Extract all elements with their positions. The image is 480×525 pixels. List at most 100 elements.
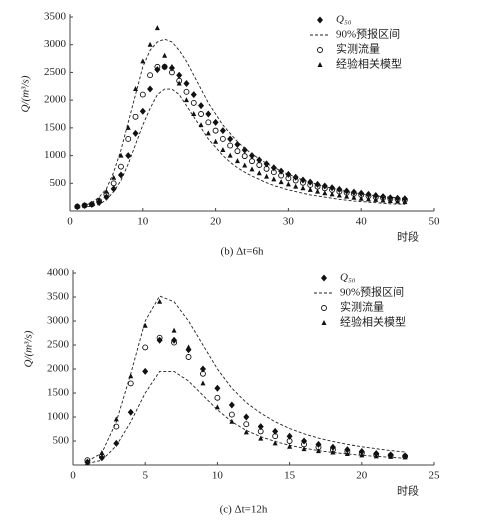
diamond-marker bbox=[257, 423, 264, 431]
diamond-marker bbox=[350, 188, 357, 196]
circle-marker bbox=[234, 148, 241, 155]
x-tick-label: 15 bbox=[284, 470, 296, 482]
triangle-marker bbox=[229, 418, 235, 424]
diamond-marker bbox=[98, 454, 105, 462]
triangle-marker bbox=[278, 179, 284, 185]
y-axis-label: Q/(m³/s) bbox=[20, 75, 32, 112]
circle-marker bbox=[127, 380, 134, 387]
y-tick-label: 1000 bbox=[44, 149, 67, 161]
diamond-marker bbox=[228, 401, 235, 409]
triangle-marker bbox=[242, 162, 248, 168]
triangle-marker bbox=[234, 158, 240, 164]
interval-line bbox=[77, 88, 405, 209]
diamond-marker bbox=[286, 432, 293, 440]
x-tick-label: 50 bbox=[429, 216, 441, 228]
interval-line bbox=[77, 38, 405, 208]
triangle-marker bbox=[287, 443, 293, 449]
y-tick-label: 3000 bbox=[47, 315, 70, 327]
diamond-marker bbox=[198, 102, 205, 110]
legend-label: Q₅₀ bbox=[340, 272, 356, 284]
diamond-marker bbox=[214, 384, 221, 392]
diamond-marker bbox=[344, 446, 351, 454]
y-tick-label: 1500 bbox=[44, 121, 67, 133]
triangle-marker bbox=[373, 196, 379, 202]
triangle-marker bbox=[373, 453, 379, 459]
y-tick-label: 2500 bbox=[47, 339, 70, 351]
triangle-marker bbox=[74, 203, 80, 209]
triangle-marker bbox=[402, 454, 408, 460]
circle-marker bbox=[285, 175, 292, 182]
diamond-marker bbox=[358, 189, 365, 197]
circle-marker bbox=[317, 47, 323, 53]
triangle-marker bbox=[264, 173, 270, 179]
triangle-marker bbox=[301, 446, 307, 452]
triangle-marker bbox=[103, 188, 109, 194]
diamond-marker bbox=[256, 156, 263, 164]
circle-marker bbox=[272, 433, 279, 440]
x-tick-label: 5 bbox=[142, 470, 148, 482]
triangle-marker bbox=[154, 25, 160, 31]
circle-marker bbox=[257, 428, 264, 435]
circle-marker bbox=[249, 158, 255, 165]
x-tick-label: 30 bbox=[283, 216, 295, 228]
triangle-marker bbox=[249, 166, 255, 172]
circle-marker bbox=[156, 334, 163, 341]
diamond-marker bbox=[147, 85, 154, 93]
circle-marker bbox=[321, 305, 327, 311]
triangle-marker bbox=[99, 450, 105, 455]
y-tick-label: 3500 bbox=[44, 11, 67, 23]
diamond-marker bbox=[117, 171, 124, 179]
circle-marker bbox=[190, 99, 197, 106]
diamond-marker bbox=[227, 135, 234, 143]
x-axis-label: 时段 bbox=[397, 230, 419, 244]
triangle-marker bbox=[329, 191, 335, 197]
circle-marker bbox=[168, 69, 175, 76]
triangle-marker bbox=[89, 200, 95, 206]
triangle-marker bbox=[395, 198, 401, 204]
y-tick-label: 500 bbox=[53, 435, 70, 447]
circle-marker bbox=[292, 177, 299, 184]
triangle-marker bbox=[133, 86, 139, 92]
legend-label: 经验相关模型 bbox=[340, 315, 406, 329]
triangle-marker bbox=[147, 41, 153, 47]
triangle-marker bbox=[176, 80, 182, 86]
circle-marker bbox=[256, 162, 263, 168]
triangle-marker bbox=[191, 111, 197, 116]
triangle-marker bbox=[140, 58, 146, 64]
triangle-marker bbox=[271, 176, 277, 182]
x-tick-label: 20 bbox=[210, 216, 222, 228]
y-tick-label: 3000 bbox=[44, 38, 67, 50]
diamond-marker bbox=[127, 408, 134, 416]
triangle-marker bbox=[200, 380, 206, 386]
diamond-marker bbox=[125, 152, 132, 160]
circle-marker bbox=[142, 344, 149, 351]
diamond-marker bbox=[401, 195, 408, 203]
triangle-marker bbox=[96, 196, 102, 202]
x-tick-label: 25 bbox=[429, 470, 441, 482]
triangle-marker bbox=[171, 327, 177, 333]
triangle-marker bbox=[118, 152, 124, 158]
legend-label: 实测流量 bbox=[340, 300, 384, 314]
triangle-marker bbox=[344, 450, 350, 456]
circle-marker bbox=[278, 172, 285, 179]
circle-marker bbox=[125, 135, 132, 142]
triangle-marker bbox=[321, 320, 327, 325]
circle-marker bbox=[227, 142, 234, 149]
y-tick-label: 3500 bbox=[47, 291, 70, 303]
circle-marker bbox=[185, 354, 192, 360]
triangle-marker bbox=[344, 193, 350, 199]
x-tick-label: 10 bbox=[212, 470, 224, 482]
circle-marker bbox=[286, 438, 293, 444]
diamond-marker bbox=[183, 80, 190, 88]
diamond-marker bbox=[113, 439, 120, 447]
triangle-marker bbox=[322, 190, 328, 196]
circle-marker bbox=[300, 179, 306, 186]
diamond-marker bbox=[317, 16, 323, 24]
triangle-marker bbox=[243, 429, 249, 435]
diamond-marker bbox=[176, 71, 183, 79]
interval-line bbox=[87, 295, 406, 462]
triangle-marker bbox=[125, 124, 131, 130]
triangle-marker bbox=[227, 152, 233, 158]
circle-marker bbox=[139, 91, 146, 98]
